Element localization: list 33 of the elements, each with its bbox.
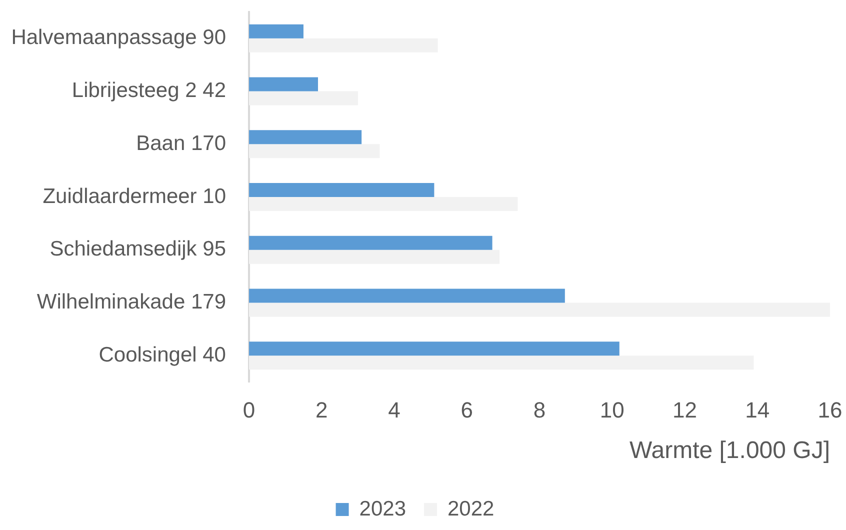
bar [249,342,620,356]
x-tick-label: 2 [316,397,328,422]
bar [249,197,518,212]
x-tick-label: 4 [388,397,400,422]
bar [249,91,358,106]
bar [249,144,380,158]
bar [249,182,434,197]
x-tick-label: 12 [672,397,697,422]
bar [249,77,318,92]
y-tick-label: Librijesteeg 2 42 [72,79,226,102]
x-tick-label: 10 [600,397,624,422]
bar [249,356,754,370]
x-axis-title: Warmte [1.000 GJ] [629,437,830,464]
x-tick-label: 6 [460,397,473,422]
x-tick-label: 8 [533,397,546,422]
y-tick-label: Zuidlaardermeer 10 [42,184,226,208]
bar [249,38,438,52]
y-tick-label: Coolsingel 40 [98,343,226,366]
x-tick-label: 16 [818,397,842,422]
legend-label: 2022 [448,497,494,520]
bar [249,236,492,250]
x-tick-label: 14 [745,397,770,422]
x-tick-label: 0 [242,397,256,422]
bar [249,302,830,317]
y-tick-label: Baan 170 [136,132,226,155]
y-tick-label: Wilhelminakade 179 [36,290,226,314]
bar [249,250,500,264]
bar [249,130,362,144]
y-tick-label: Halvemaanpassage 90 [11,26,226,50]
legend-label: 2023 [359,497,406,520]
y-tick-label: Schiedamsedijk 95 [50,238,226,261]
bar [249,24,304,38]
bar [249,288,565,303]
